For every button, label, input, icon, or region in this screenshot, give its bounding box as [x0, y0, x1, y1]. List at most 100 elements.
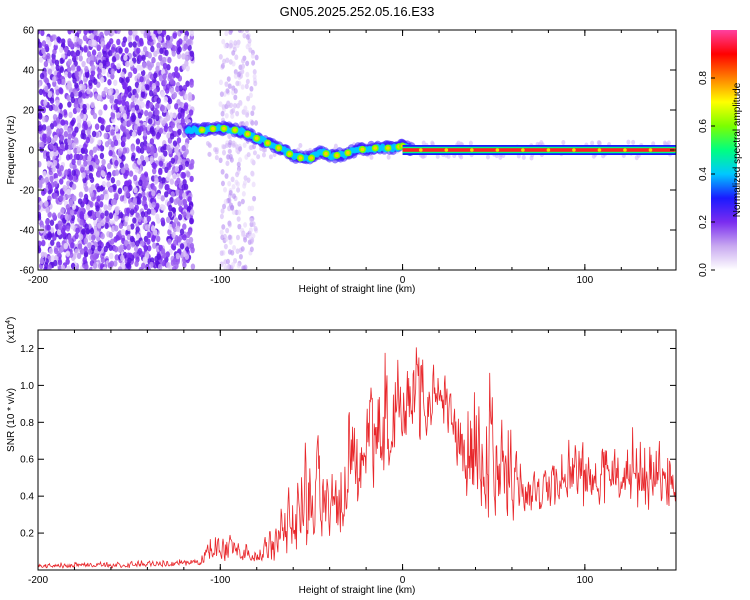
noise-speck	[83, 213, 89, 221]
noise-speck	[152, 242, 157, 249]
noise-speck	[177, 128, 182, 136]
noise-speck	[178, 164, 183, 171]
noise-speck	[172, 32, 177, 39]
noise-speck	[47, 128, 52, 135]
noise-speck	[182, 261, 187, 269]
noise-speck	[154, 109, 159, 116]
noise-speck	[110, 198, 116, 206]
noise-speck	[66, 94, 71, 102]
noise-speck	[38, 240, 42, 247]
noise-speck	[66, 265, 71, 270]
noise-speck	[141, 159, 147, 167]
noise-speck	[227, 180, 232, 187]
noise-speck	[42, 133, 47, 140]
noise-speck	[110, 238, 115, 245]
signal-band-dot	[495, 148, 500, 152]
signal-peak-core	[222, 126, 226, 131]
noise-speck	[86, 87, 91, 95]
noise-speck	[100, 256, 106, 264]
noise-speck	[121, 99, 126, 106]
noise-speck	[151, 234, 156, 242]
noise-speck	[146, 231, 151, 239]
noise-speck	[146, 60, 151, 67]
noise-speck	[72, 77, 77, 84]
noise-speck	[64, 169, 69, 176]
noise-speck	[227, 83, 232, 90]
signal-band-dot	[470, 148, 474, 152]
noise-speck	[246, 95, 251, 102]
noise-speck	[134, 204, 139, 211]
y-tick-label: 20	[23, 106, 35, 117]
noise-speck	[242, 32, 247, 39]
noise-speck	[252, 68, 257, 75]
noise-speck	[115, 111, 121, 119]
noise-speck	[147, 118, 153, 125]
noise-speck	[65, 250, 71, 257]
noise-speck	[82, 103, 87, 111]
noise-speck	[651, 141, 656, 147]
noise-speck	[133, 245, 139, 253]
noise-speck	[133, 123, 138, 131]
noise-speck	[237, 209, 242, 216]
noise-speck	[43, 76, 48, 83]
noise-speck	[155, 133, 161, 140]
noise-speck	[129, 60, 134, 67]
noise-speck	[173, 198, 179, 206]
noise-speck	[268, 154, 273, 160]
noise-speck	[38, 160, 42, 168]
noise-speck	[114, 254, 119, 261]
noise-speck	[151, 201, 156, 209]
noise-speck	[150, 225, 156, 232]
figure-title: GN05.2025.252.05.16.E33	[280, 4, 435, 19]
noise-speck	[590, 140, 595, 146]
noise-speck	[183, 102, 189, 109]
noise-speck	[40, 141, 45, 148]
noise-speck	[118, 222, 124, 229]
noise-speck	[137, 192, 142, 200]
noise-speck	[100, 124, 105, 131]
noise-speck	[96, 44, 102, 51]
noise-speck	[180, 107, 185, 115]
noise-speck	[89, 228, 95, 235]
noise-speck	[148, 90, 154, 97]
noise-speck	[220, 180, 225, 187]
noise-speck	[62, 224, 67, 232]
signal-peak-core	[360, 147, 365, 152]
noise-speck	[164, 49, 169, 57]
noise-speck	[58, 246, 64, 254]
noise-speck	[76, 159, 82, 166]
noise-speck	[136, 126, 142, 133]
noise-speck	[177, 213, 183, 221]
noise-speck	[246, 177, 251, 183]
noise-speck	[155, 235, 161, 243]
noise-speck	[57, 78, 62, 85]
noise-speck	[181, 144, 186, 152]
noise-speck	[114, 215, 119, 222]
noise-speck	[154, 177, 159, 184]
noise-speck	[245, 30, 250, 34]
noise-speck	[261, 147, 266, 153]
noise-speck	[132, 174, 138, 182]
noise-speck	[92, 112, 98, 120]
noise-speck	[174, 103, 179, 110]
noise-speck	[83, 246, 88, 253]
noise-speck	[182, 151, 188, 158]
noise-speck	[225, 88, 230, 94]
noise-speck	[244, 120, 249, 127]
noise-speck	[229, 109, 234, 115]
noise-speck	[64, 144, 70, 151]
noise-speck	[227, 234, 232, 241]
noise-speck	[141, 191, 146, 198]
noise-speck	[163, 96, 169, 103]
noise-speck	[167, 238, 172, 245]
noise-speck	[223, 43, 228, 49]
noise-speck	[67, 38, 72, 45]
noise-speck	[369, 154, 374, 160]
noise-speck	[132, 217, 137, 224]
noise-speck	[247, 205, 252, 212]
noise-speck	[92, 39, 97, 47]
noise-speck	[76, 115, 81, 122]
noise-speck	[82, 133, 87, 140]
noise-speck	[110, 73, 115, 80]
noise-speck	[234, 54, 239, 61]
